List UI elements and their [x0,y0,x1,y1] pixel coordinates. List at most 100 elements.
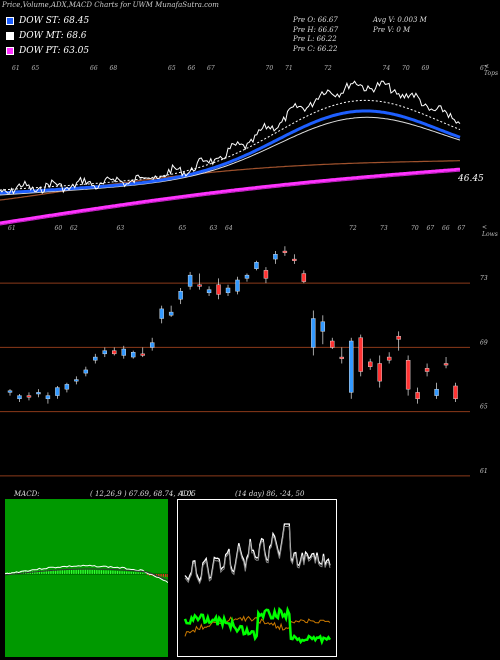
long-term-ema-line [0,160,460,201]
macd-bar [77,569,80,574]
bottom-mark-label: 66 [442,225,450,232]
candle-body [36,392,41,395]
adx-line-shadow [184,526,331,585]
bottom-mark-label: 72 [349,225,357,232]
macd-bar [64,569,66,574]
candle-body [349,340,354,393]
macd-bar [105,570,107,574]
candle-body [178,291,183,300]
candlestick-chart: 73 69 65 61 [0,246,488,477]
legend-swatch-st [6,17,14,25]
legend-swatch-mt [6,32,14,40]
macd-bar [98,570,100,574]
macd-bar [45,570,47,574]
top-mark-label: 69 [422,65,430,72]
price-line [0,80,461,195]
candle-body [17,395,22,400]
candle-body [112,350,117,355]
bottom-mark-label: 70 [411,225,419,232]
candle-body [339,356,344,359]
candle-body [187,274,193,287]
macd-bar [155,574,158,577]
candle-body [301,273,307,282]
macd-bar [123,571,125,574]
candle-body [121,348,126,356]
macd-bar [59,569,61,574]
macd-params: ( 12,26,9 ) 67.69, 68.74, -1.05 [90,490,196,498]
macd-bar [160,574,162,577]
prev-low: Pre L: 66.22 [293,35,337,43]
last-value-label: 46.45 [457,174,484,184]
avg-volume: Avg V: 0.003 M [373,16,427,24]
bottom-mark-label: 67 [427,225,435,232]
bottom-mark-label: 61 [8,225,16,232]
candle-body [197,284,202,287]
legend-label-mt: DOW MT: 68.6 [19,31,87,41]
macd-bar [110,570,112,574]
candle-body [254,262,259,269]
macd-bar [38,570,41,574]
candle-body [434,388,439,396]
candle-body [64,384,70,390]
macd-bar [54,569,57,574]
candle-body [55,387,60,396]
macd-bar [139,572,142,574]
macd-bar [162,574,165,577]
candle-body [320,321,326,332]
top-mark-label: 66 [90,65,98,72]
macd-bar [82,569,84,574]
bottom-mark-label: 73 [380,225,388,232]
candle-body [131,352,136,358]
macd-chart [5,499,168,657]
macd-line [5,564,168,584]
prev-open: Pre O: 66.67 [293,16,338,24]
macd-bar [87,569,89,574]
macd-bar [61,569,63,574]
candle-body [273,254,278,260]
bottom-mark-label: 64 [225,225,233,232]
top-mark-label: 67 [480,65,488,72]
candle-body [168,311,174,316]
price-level-label: 65 [480,404,488,411]
macd-bar [73,569,75,574]
candle-body [386,356,392,361]
macd-signal-line [5,568,168,581]
candle-body [45,395,51,400]
macd-bar [142,572,144,574]
candle-body [292,258,297,261]
bottom-mark-label: 63 [117,225,125,232]
prev-high: Pre H: 66.67 [293,25,339,34]
top-mark-label: 70 [402,65,410,72]
macd-bar [50,570,52,574]
top-mark-label: 70 [266,65,274,72]
legend-dow-st: DOW ST: 68.45 [6,16,89,26]
price-level-label: 69 [480,339,488,346]
bottom-mark-label: 67 [458,225,466,232]
dow-pt-line [0,167,461,225]
top-mark-label: 66 [188,65,196,72]
dow-mt-line [0,116,461,196]
candle-body [102,350,107,355]
candle-body [396,335,401,340]
bottom-marks: 61 60 62 63 65 63 64 72 73 70 67 66 67 [8,225,465,232]
candle-body [244,274,250,279]
top-mark-label: 65 [168,65,176,72]
dow-st-line [0,109,461,195]
prev-volume: Pre V: 0 M [373,25,411,34]
candle-body [358,337,363,372]
volume-stats: Avg V: 0.003 M Pre V: 0 M [373,16,427,35]
candle-body [206,289,212,294]
macd-bar [114,570,116,574]
macd-bar [48,570,50,574]
legend-swatch-pt [6,47,14,55]
top-mark-label: 71 [285,65,293,72]
macd-label: MACD: [14,490,40,498]
macd-bar [137,572,139,574]
adx-chart [177,499,337,657]
macd-bar [36,570,38,574]
macd-bar [66,569,68,574]
price-level-label: 73 [480,275,488,282]
top-mark-label: 67 [207,65,215,72]
macd-bar [15,571,18,574]
price-level-label: 61 [480,468,488,475]
